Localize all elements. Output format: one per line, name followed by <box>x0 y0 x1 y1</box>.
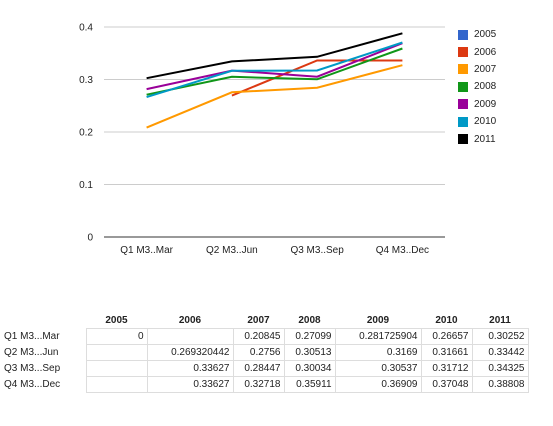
legend-label: 2009 <box>474 98 497 110</box>
series-2006 <box>231 59 403 97</box>
table-cell: 0.33442 <box>471 344 529 361</box>
table-cell: 0.27099 <box>283 328 336 345</box>
legend-item-2007: 2007 <box>458 61 496 78</box>
table-cell: 0.30537 <box>334 360 422 377</box>
table-cell: 0.36909 <box>334 376 422 393</box>
gridlines <box>104 26 445 238</box>
y-tick-label: 0.2 <box>79 128 93 139</box>
table-cell: 0.269320442 <box>146 344 234 361</box>
table-cell: 0.28447 <box>232 360 285 377</box>
table-cell <box>85 376 148 393</box>
legend-swatch <box>458 81 468 92</box>
table-cell: 0.33627 <box>146 360 234 377</box>
table-cell: 0.26657 <box>420 328 473 345</box>
table-cell: 0.281725904 <box>334 328 422 345</box>
series-2011 <box>146 32 403 80</box>
column-header: 2010 <box>435 314 458 326</box>
table-cell <box>146 328 234 345</box>
series-2010 <box>146 41 403 99</box>
table-cell: 0 <box>85 328 148 345</box>
table-corner-cell <box>0 312 86 329</box>
series-line-2007 <box>146 64 403 129</box>
table-cell: 0.2756 <box>232 344 285 361</box>
y-tick-label: 0.1 <box>79 180 93 191</box>
table-cell: 0.35911 <box>283 376 336 393</box>
row-label: Q2 M3...Jun <box>4 347 59 358</box>
legend-label: 2006 <box>474 46 497 58</box>
column-header: 2006 <box>178 314 202 326</box>
table-row: Q1 M3...Mar 0 0.20845 0.27099 0.281725904 0.2… <box>0 328 529 345</box>
x-tick-label: Q2 M3..Jun <box>206 245 258 256</box>
column-header: 2009 <box>366 314 390 326</box>
column-header: 2005 <box>105 314 128 326</box>
series-2009 <box>146 42 403 91</box>
y-tick-label: 0 <box>87 233 93 244</box>
legend-swatch <box>458 47 468 58</box>
legend-label: 2008 <box>474 81 497 93</box>
table-cell: 0.3169 <box>334 344 422 361</box>
table-row: Q3 M3...Sep 0.33627 0.28447 0.30034 0.30537 0… <box>0 360 529 377</box>
table-cell <box>85 360 148 377</box>
legend-label: 2011 <box>474 133 496 145</box>
data-table: 2005 2006 2007 2008 2009 2010 2011 Q1 M3...Mar… <box>0 312 529 393</box>
x-tick-label: Q3 M3..Sep <box>290 245 344 256</box>
legend-item-2005: 2005 <box>458 26 496 43</box>
legend-swatch <box>458 116 468 127</box>
table-cell: 0.34325 <box>471 360 529 377</box>
series-line-2008 <box>146 47 403 96</box>
legend-swatch <box>458 64 468 75</box>
legend-label: 2007 <box>474 63 497 75</box>
table-cell: 0.20845 <box>232 328 285 345</box>
table-cell: 0.37048 <box>420 376 473 393</box>
table-cell <box>85 344 148 361</box>
x-axis-tick-labels: Q1 M3..Mar Q2 M3..Jun Q3 M3..Sep Q4 M3..Dec <box>120 245 429 256</box>
table-row: Q2 M3...Jun 0.269320442 0.2756 0.30513 0.316… <box>0 344 529 361</box>
table-cell: 0.38808 <box>471 376 529 393</box>
table-cell: 0.31712 <box>420 360 473 377</box>
column-header: 2011 <box>489 314 511 326</box>
legend-item-2010: 2010 <box>458 113 496 130</box>
legend-item-2011: 2011 <box>458 130 496 147</box>
series-line-2011 <box>146 32 403 80</box>
legend-swatch <box>458 134 468 145</box>
series-line-2010 <box>146 41 403 99</box>
legend-item-2008: 2008 <box>458 78 496 95</box>
column-header: 2008 <box>298 314 321 326</box>
series-2007 <box>146 64 403 129</box>
line-chart: 0 0.1 0.2 0.3 0.4 Q1 M3..Mar Q2 M3..Jun Q3 M3.… <box>79 23 445 256</box>
x-tick-label: Q4 M3..Dec <box>376 245 429 256</box>
table-cell: 0.32718 <box>232 376 285 393</box>
y-tick-label: 0.3 <box>79 75 93 86</box>
legend-swatch <box>458 29 468 40</box>
legend-swatch <box>458 99 468 110</box>
table-cell: 0.31661 <box>420 344 473 361</box>
table-row: Q4 M3...Dec 0.33627 0.32718 0.35911 0.36909 0… <box>0 376 529 393</box>
series-line-2006 <box>231 59 403 97</box>
y-axis-tick-labels: 0 0.1 0.2 0.3 0.4 <box>79 23 93 244</box>
legend: 2005 2006 2007 2008 2009 2010 2011 <box>458 26 496 148</box>
row-label: Q4 M3...Dec <box>4 379 61 390</box>
row-label: Q3 M3...Sep <box>4 363 61 374</box>
series-lines <box>146 32 403 129</box>
series-2008 <box>146 47 403 96</box>
table-cell: 0.30034 <box>283 360 336 377</box>
x-tick-label: Q1 M3..Mar <box>120 245 173 256</box>
legend-label: 2010 <box>474 116 497 128</box>
legend-item-2006: 2006 <box>458 43 496 60</box>
table-cell: 0.30252 <box>471 328 529 345</box>
table-cell: 0.30513 <box>283 344 336 361</box>
table-header-row: 2005 2006 2007 2008 2009 2010 2011 <box>0 312 528 329</box>
column-header: 2007 <box>247 314 270 326</box>
y-tick-label: 0.4 <box>79 23 93 34</box>
table-cell: 0.33627 <box>146 376 234 393</box>
legend-item-2009: 2009 <box>458 96 496 113</box>
series-line-2009 <box>146 42 403 91</box>
legend-label: 2005 <box>474 29 497 41</box>
row-label: Q1 M3...Mar <box>4 331 60 342</box>
